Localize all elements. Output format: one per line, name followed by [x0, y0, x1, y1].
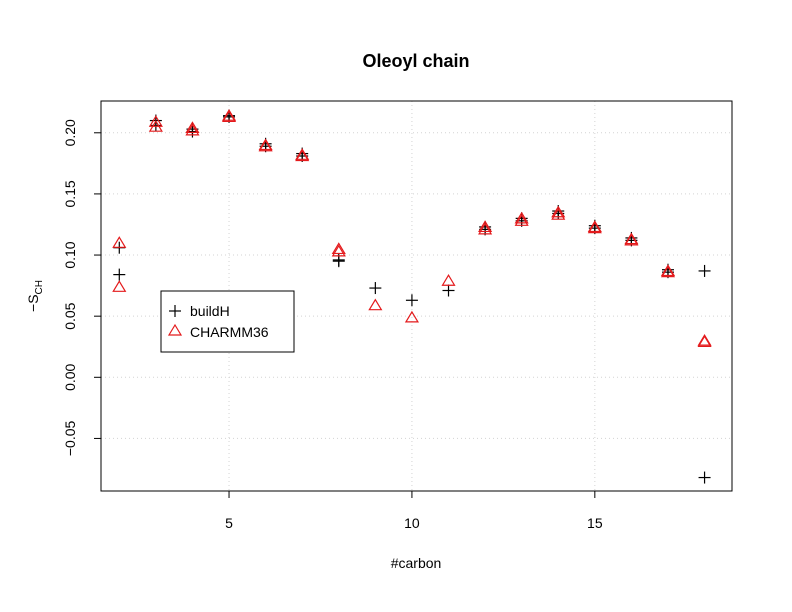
legend-item-buildh: buildH	[169, 303, 230, 319]
data-point-charmm36	[660, 264, 676, 277]
data-points	[112, 109, 712, 484]
y-tick-label: 0.20	[62, 119, 78, 146]
data-point-charmm36	[587, 221, 602, 234]
data-point-charmm36	[441, 274, 456, 286]
plot-frame	[100, 100, 733, 492]
data-point-charmm36	[148, 120, 163, 132]
data-point-charmm36	[295, 148, 310, 160]
data-point-charmm36	[514, 211, 529, 224]
y-axis-title: −SCH	[25, 280, 45, 312]
data-point-charmm36	[185, 121, 200, 133]
data-point-charmm36	[148, 115, 163, 127]
data-point-charmm36	[368, 298, 383, 311]
data-point-charmm36	[697, 333, 712, 346]
y-axis-title-subscript: CH	[34, 280, 45, 294]
legend-label-buildh: buildH	[190, 303, 230, 319]
data-point-charmm36	[624, 233, 639, 246]
data-point-charmm36	[331, 244, 346, 257]
legend: buildH CHARMM36	[160, 290, 295, 353]
x-tick-label: 15	[587, 515, 603, 531]
data-point-charmm36	[660, 265, 676, 278]
x-axis-title: #carbon	[391, 555, 442, 571]
data-point-charmm36	[331, 242, 346, 255]
y-tick-label: 0.15	[62, 180, 78, 207]
data-point-charmm36	[514, 214, 529, 226]
data-point-charmm36	[221, 110, 237, 122]
data-point-charmm36	[478, 220, 493, 233]
y-tick-label: 0.05	[62, 302, 78, 329]
data-point-charmm36	[404, 310, 419, 323]
legend-triangle-marker	[167, 323, 183, 336]
legend-label-charmm36: CHARMM36	[190, 324, 269, 340]
data-point-charmm36	[112, 280, 127, 292]
data-point-charmm36	[112, 236, 127, 248]
data-point-buildh	[442, 284, 455, 297]
data-point-buildh	[369, 282, 382, 295]
x-tick-label: 10	[404, 515, 420, 531]
y-tick-label: 0.10	[62, 241, 78, 268]
svg-text:−SCH: −SCH	[25, 280, 45, 312]
data-point-buildh	[405, 294, 418, 307]
y-axis-title-main: −S	[25, 294, 41, 312]
legend-plus-marker	[169, 305, 181, 317]
data-point-charmm36	[624, 232, 639, 245]
data-point-charmm36	[258, 138, 273, 151]
data-point-charmm36	[697, 335, 712, 347]
grid-lines	[101, 101, 732, 491]
data-point-buildh	[698, 471, 711, 484]
y-tick-label: 0.00	[62, 363, 78, 390]
y-tick-label: −0.05	[62, 421, 78, 457]
data-point-charmm36	[551, 205, 566, 218]
data-point-charmm36	[295, 149, 310, 162]
x-tick-label: 5	[225, 515, 233, 531]
chart-title: Oleoyl chain	[362, 51, 469, 71]
legend-box	[160, 290, 295, 353]
data-point-charmm36	[478, 222, 493, 235]
data-point-charmm36	[221, 109, 237, 121]
data-point-buildh	[332, 255, 345, 268]
data-point-buildh	[113, 268, 126, 281]
data-point-charmm36	[551, 208, 566, 220]
legend-item-charmm36: CHARMM36	[167, 323, 269, 340]
data-point-charmm36	[258, 139, 273, 152]
axes: 5 10 15 −0.05 0.00 0.05 0.10 0.15 0.20	[62, 119, 603, 531]
data-point-charmm36	[587, 220, 602, 233]
data-point-buildh	[698, 264, 711, 277]
data-point-charmm36	[185, 123, 200, 136]
